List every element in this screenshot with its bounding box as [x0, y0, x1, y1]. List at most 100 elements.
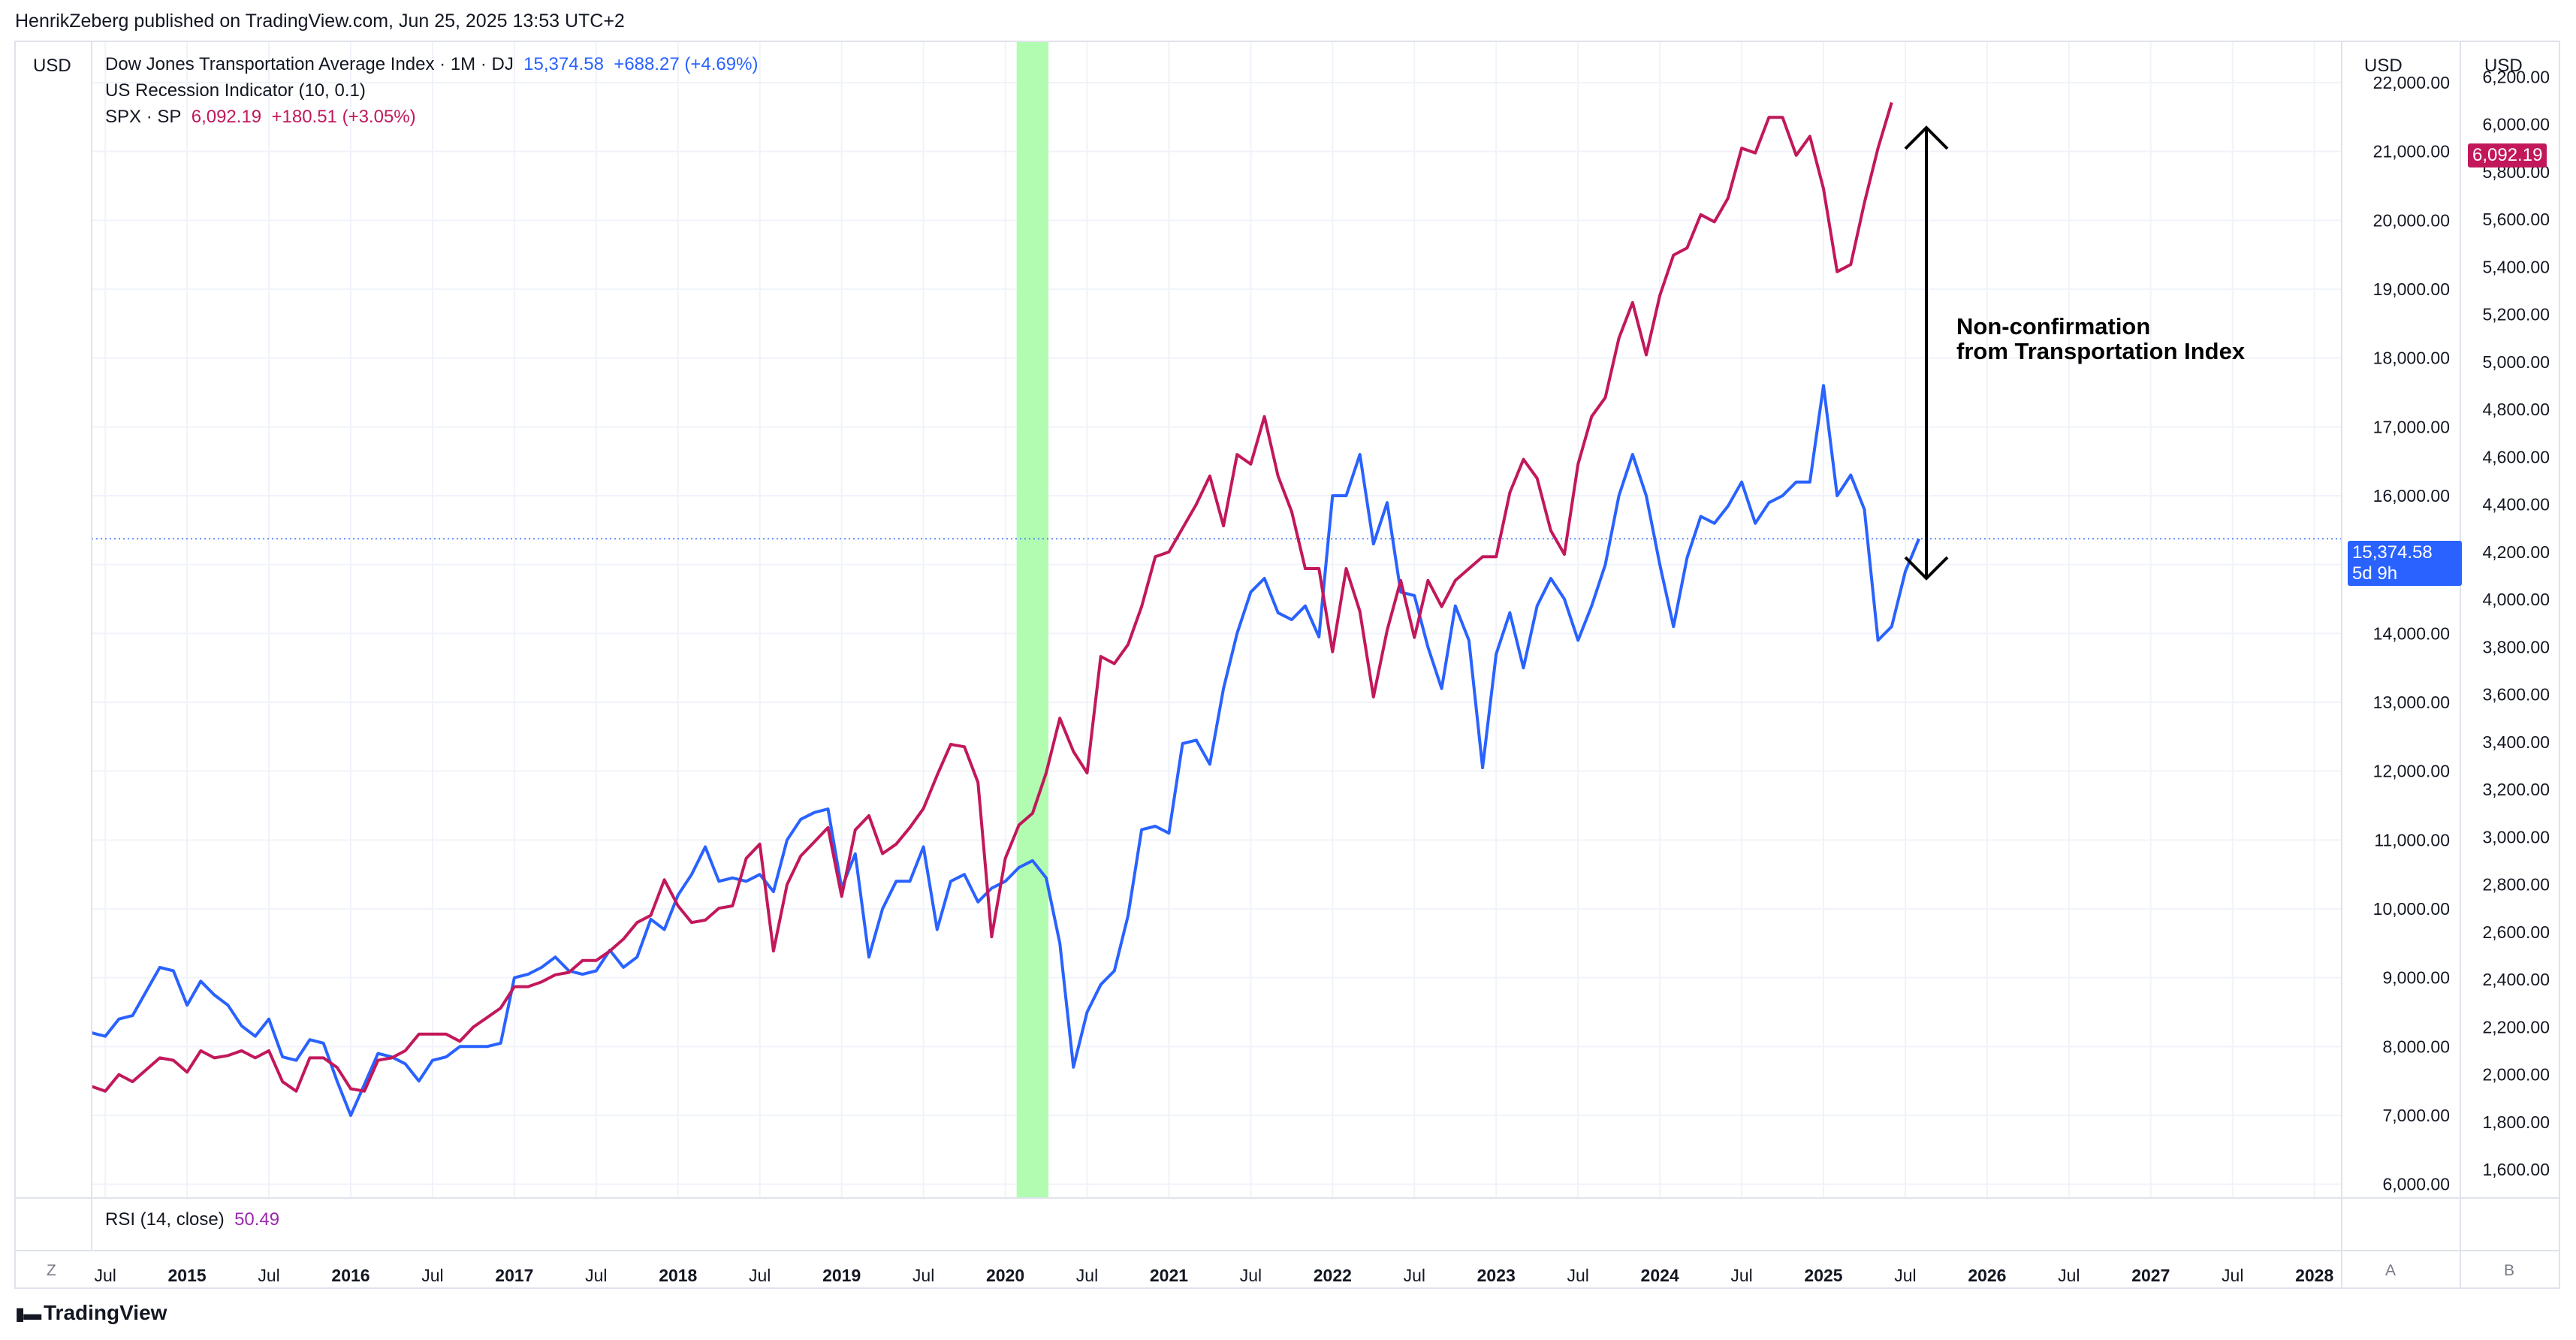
- legend-spx[interactable]: SPX · SP 6,092.19 +180.51 (+3.05%): [105, 104, 758, 130]
- annotation-line-2: from Transportation Index: [1956, 338, 2246, 364]
- auto-scale-button[interactable]: A: [2385, 1262, 2397, 1279]
- djt-tick-label: 22,000.00: [2373, 73, 2450, 92]
- spx-tick-label: 2,800.00: [2482, 875, 2550, 895]
- djt-tick-label: 10,000.00: [2373, 899, 2450, 919]
- brand-name: TradingView: [44, 1301, 167, 1324]
- spx-tick-label: 1,600.00: [2482, 1160, 2550, 1179]
- non-confirmation-arrow: [1904, 125, 1949, 581]
- x-tick-label: 2018: [659, 1266, 697, 1285]
- x-tick-label: 2025: [1804, 1266, 1842, 1285]
- spx-tick-label: 1,800.00: [2482, 1112, 2550, 1132]
- currency-right-spx[interactable]: USD: [2484, 56, 2523, 76]
- legend-recession[interactable]: US Recession Indicator (10, 0.1): [105, 77, 758, 104]
- spx-tick-label: 2,000.00: [2482, 1065, 2550, 1085]
- djt-tick-label: 18,000.00: [2373, 349, 2450, 368]
- chart-frame: [14, 41, 2560, 1289]
- x-tick-label: Jul: [1730, 1266, 1752, 1285]
- spx-tick-label: 2,400.00: [2482, 970, 2550, 989]
- spx-tick-label: 2,600.00: [2482, 922, 2550, 942]
- legend-spx-name: SPX · SP: [105, 107, 182, 127]
- legend-djt[interactable]: Dow Jones Transportation Average Index ·…: [105, 51, 758, 77]
- x-tick-label: Jul: [421, 1266, 443, 1285]
- spx-tick-label: 6,000.00: [2482, 115, 2550, 134]
- legend-spx-value: 6,092.19: [191, 107, 262, 127]
- x-tick-label: Jul: [2058, 1266, 2080, 1285]
- grid: [92, 41, 2342, 1198]
- annotation-line-1: Non-confirmation: [1956, 313, 2151, 340]
- djt-tick-label: 6,000.00: [2382, 1175, 2450, 1194]
- zoom-button[interactable]: Z: [47, 1262, 56, 1279]
- x-tick-label: Jul: [1240, 1266, 1262, 1285]
- x-tick-label: Jul: [585, 1266, 607, 1285]
- spx-tick-label: 5,200.00: [2482, 305, 2550, 324]
- x-tick-label: Jul: [2222, 1266, 2243, 1285]
- rsi-value: 50.49: [234, 1209, 280, 1230]
- djt-price-tag: 15,374.58 5d 9h: [2348, 541, 2462, 586]
- x-tick-label: 2024: [1641, 1266, 1679, 1285]
- x-tick-label: Jul: [1894, 1266, 1916, 1285]
- currency-right-djt[interactable]: USD: [2364, 56, 2403, 76]
- spx-tick-label: 4,000.00: [2482, 590, 2550, 609]
- djt-tick-label: 11,000.00: [2374, 830, 2450, 850]
- x-tick-label: 2026: [1968, 1266, 2006, 1285]
- spx-tick-label: 2,200.00: [2482, 1017, 2550, 1037]
- spx-tick-label: 3,600.00: [2482, 685, 2550, 705]
- x-tick-label: Jul: [1076, 1266, 1098, 1285]
- time-axis: Jul 2015 Jul 2016 Jul 2017 Jul 2018 Jul 2019 Jul 20…: [94, 1266, 2333, 1285]
- legend-djt-value: 15,374.58: [523, 54, 604, 74]
- tradingview-brand[interactable]: ▮▬ TradingView: [15, 1301, 167, 1325]
- legend-recession-name: US Recession Indicator (10, 0.1): [105, 80, 366, 101]
- legend-djt-change: +688.27 (+4.69%): [614, 54, 759, 74]
- x-tick-label: Jul: [94, 1266, 116, 1285]
- djt-tick-label: 21,000.00: [2373, 142, 2450, 161]
- spx-tick-label: 4,200.00: [2482, 542, 2550, 562]
- currency-left[interactable]: USD: [33, 56, 71, 76]
- spx-tick-label: 3,400.00: [2482, 732, 2550, 752]
- series-group: [91, 101, 1920, 1117]
- x-tick-label: Jul: [912, 1266, 934, 1285]
- djt-tick-label: 20,000.00: [2373, 210, 2450, 230]
- spx-axis: 1,600.00 1,800.00 2,000.00 2,200.00 2,400.00…: [2482, 67, 2550, 1179]
- spx-tick-label: 3,200.00: [2482, 780, 2550, 799]
- x-tick-label: 2023: [1477, 1266, 1516, 1285]
- rsi-legend[interactable]: RSI (14, close) 50.49: [105, 1209, 279, 1230]
- djt-tick-label: 8,000.00: [2382, 1037, 2450, 1056]
- spx-tick-label: 4,600.00: [2482, 447, 2550, 466]
- spx-price-tag: 6,092.19: [2468, 143, 2547, 168]
- legend-djt-name: Dow Jones Transportation Average Index ·…: [105, 54, 514, 74]
- djt-tick-label: 13,000.00: [2373, 693, 2450, 712]
- x-tick-label: 2022: [1314, 1266, 1352, 1285]
- djt-price-tag-value: 15,374.58: [2352, 542, 2433, 563]
- spx-tick-label: 4,800.00: [2482, 400, 2550, 419]
- spx-tick-label: 4,400.00: [2482, 495, 2550, 515]
- spx-tick-label: 5,600.00: [2482, 210, 2550, 229]
- x-tick-label: 2020: [986, 1266, 1024, 1285]
- x-tick-label: Jul: [1404, 1266, 1425, 1285]
- annotation-text: Non-confirmation from Transportation Ind…: [1956, 314, 2245, 364]
- spx-tick-label: 6,200.00: [2482, 67, 2550, 86]
- chart-legend: Dow Jones Transportation Average Index ·…: [105, 51, 758, 130]
- x-tick-label: 2016: [331, 1266, 370, 1285]
- legend-spx-change: +180.51 (+3.05%): [271, 107, 416, 127]
- rsi-name: RSI (14, close): [105, 1209, 225, 1230]
- spx-tick-label: 5,000.00: [2482, 352, 2550, 372]
- tradingview-logo-icon: ▮▬: [15, 1304, 41, 1324]
- djt-tick-label: 19,000.00: [2373, 279, 2450, 299]
- x-tick-label: Jul: [1567, 1266, 1588, 1285]
- djt-tick-label: 14,000.00: [2373, 623, 2450, 643]
- x-tick-label: 2017: [495, 1266, 533, 1285]
- djt-tick-label: 16,000.00: [2373, 486, 2450, 506]
- djt-tick-label: 12,000.00: [2373, 762, 2450, 781]
- djt-tick-label: 7,000.00: [2382, 1106, 2450, 1125]
- djt-tick-label: 9,000.00: [2382, 968, 2450, 988]
- series-line-djt: [91, 384, 1920, 1117]
- djt-tick-label: 17,000.00: [2373, 417, 2450, 436]
- x-tick-label: 2015: [168, 1266, 207, 1285]
- spx-tick-label: 3,800.00: [2482, 637, 2550, 656]
- x-tick-label: 2027: [2131, 1266, 2170, 1285]
- x-tick-label: Jul: [749, 1266, 771, 1285]
- djt-axis: 6,000.00 7,000.00 8,000.00 9,000.00 10,000.0…: [2373, 73, 2450, 1194]
- log-scale-button[interactable]: B: [2504, 1262, 2515, 1279]
- x-tick-label: 2019: [822, 1266, 861, 1285]
